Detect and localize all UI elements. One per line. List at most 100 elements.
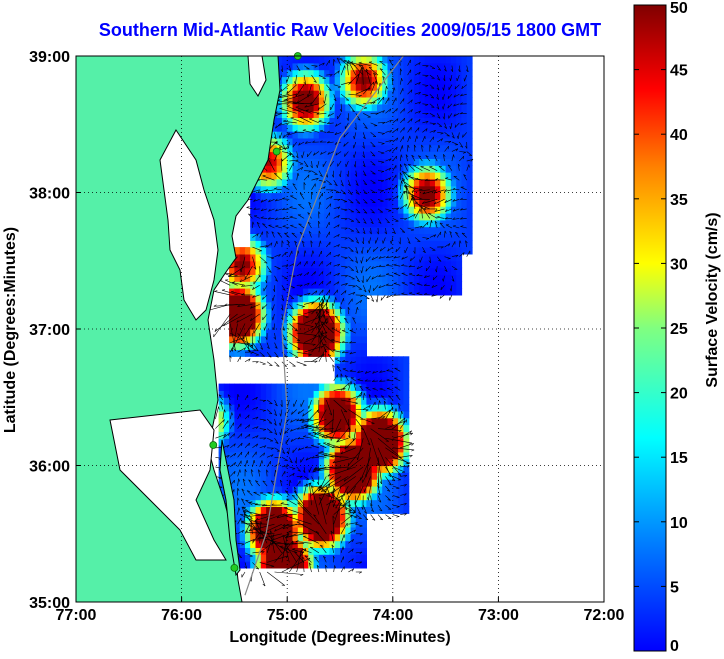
velocity-cell (266, 451, 272, 460)
velocity-cell (371, 499, 378, 507)
velocity-cell (303, 294, 309, 303)
velocity-arrowhead (349, 193, 353, 195)
velocity-cell (234, 308, 241, 316)
velocity-arrowhead (264, 262, 268, 264)
velocity-arrow (365, 68, 371, 85)
velocity-arrowhead (312, 250, 314, 254)
velocity-cell (334, 301, 341, 310)
velocity-arrow (385, 407, 393, 420)
velocity-arrowhead (248, 528, 252, 532)
velocity-arrow (241, 488, 246, 496)
velocity-arrowhead (393, 293, 397, 296)
velocity-cell (329, 499, 336, 507)
velocity-cell (413, 192, 420, 200)
velocity-cell (350, 76, 357, 84)
velocity-arrowhead (248, 442, 250, 446)
velocity-arrowhead (310, 326, 314, 328)
velocity-cell (350, 294, 357, 303)
velocity-arrowhead (291, 156, 295, 158)
velocity-cell (271, 131, 278, 139)
velocity-cell (361, 213, 367, 221)
velocity-cell (340, 124, 346, 132)
velocity-arrowhead (337, 499, 341, 501)
velocity-cell (287, 424, 294, 432)
velocity-cell (245, 506, 251, 514)
velocity-cell (297, 274, 304, 282)
velocity-cell (324, 383, 331, 391)
velocity-arrow (326, 289, 331, 296)
velocity-arrow (392, 118, 399, 124)
velocity-cell (260, 554, 267, 562)
velocity-cell (435, 267, 441, 275)
velocity-cell (292, 103, 299, 112)
velocity-cell (250, 397, 257, 405)
velocity-cell (340, 349, 346, 357)
velocity-cell (413, 158, 420, 166)
velocity-arrow (289, 472, 295, 477)
velocity-arrow (300, 426, 312, 429)
velocity-arrow (333, 297, 336, 305)
velocity-cell (313, 199, 320, 207)
velocity-arrow (311, 445, 319, 449)
velocity-cell (229, 445, 235, 453)
velocity-arrow (296, 332, 317, 336)
velocity-arrow (386, 388, 393, 391)
velocity-cell (340, 370, 346, 378)
velocity-cell (250, 390, 257, 398)
velocity-cell (419, 56, 426, 64)
velocity-arrow (305, 457, 312, 461)
velocity-arrowhead (308, 354, 312, 356)
velocity-cell (361, 76, 367, 84)
velocity-cell (297, 479, 304, 487)
velocity-arrow (400, 503, 407, 506)
velocity-cell (334, 410, 341, 419)
velocity-cell (255, 226, 262, 234)
velocity-arrow (377, 514, 384, 521)
velocity-cell (377, 233, 383, 241)
velocity-arrow (259, 562, 275, 567)
velocity-arrow (308, 231, 312, 238)
velocity-arrow (370, 122, 378, 126)
velocity-cell (303, 479, 309, 487)
velocity-cell (276, 260, 283, 269)
velocity-cell (281, 90, 288, 98)
velocity-arrow (242, 323, 253, 339)
velocity-cell (303, 213, 309, 221)
velocity-cell (292, 76, 299, 84)
velocity-cell (303, 56, 309, 64)
velocity-arrow (289, 159, 299, 162)
velocity-arrowhead (388, 483, 392, 486)
velocity-cell (413, 137, 420, 146)
velocity-arrowhead (240, 521, 244, 524)
velocity-cell (334, 506, 341, 514)
velocity-cell (260, 445, 267, 453)
velocity-arrow (391, 77, 394, 85)
velocity-arrowhead (371, 257, 374, 261)
velocity-arrow (244, 460, 248, 467)
velocity-arrow (259, 492, 268, 496)
velocity-arrowhead (275, 217, 278, 220)
velocity-cell (466, 124, 473, 132)
velocity-arrowhead (292, 468, 296, 470)
velocity-cell (271, 253, 278, 262)
velocity-arrow (341, 208, 348, 211)
velocity-cell (324, 274, 331, 282)
velocity-cell (250, 540, 257, 548)
velocity-arrow (326, 74, 333, 76)
velocity-arrowhead (344, 446, 346, 450)
velocity-arrow (280, 409, 283, 417)
velocity-arrowhead (282, 288, 286, 291)
velocity-cell (239, 445, 246, 453)
velocity-cell (371, 356, 378, 364)
velocity-cell (340, 288, 346, 296)
velocity-arrowhead (381, 395, 385, 397)
velocity-cell (371, 506, 378, 514)
velocity-cell (424, 117, 431, 125)
velocity-arrow (237, 460, 242, 468)
velocity-arrowhead (276, 365, 280, 367)
velocity-cell (260, 513, 267, 521)
velocity-cell (334, 90, 341, 98)
velocity-cell (366, 185, 373, 194)
velocity-arrow (301, 418, 319, 423)
velocity-arrowhead (237, 304, 241, 307)
